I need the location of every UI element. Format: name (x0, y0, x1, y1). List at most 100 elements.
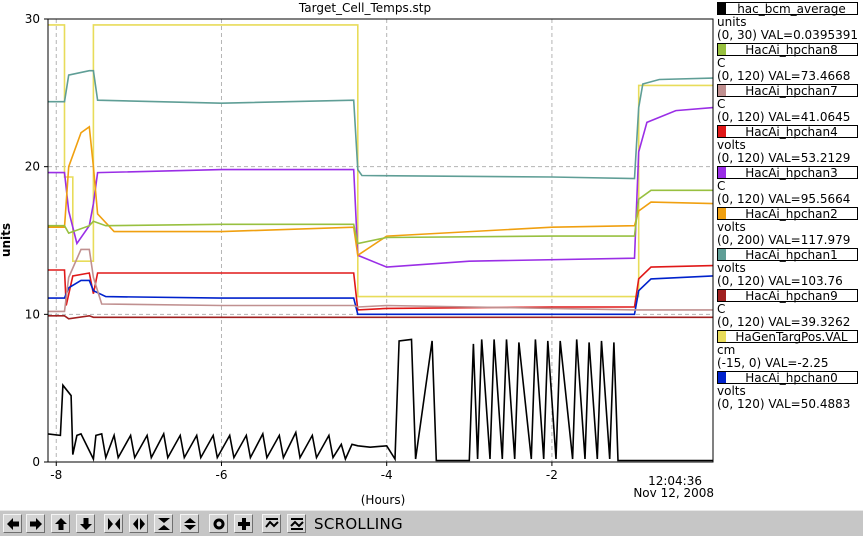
x-tick-label: -4 (381, 468, 393, 482)
scroll-left-button[interactable] (3, 514, 22, 533)
legend-unit: C (717, 56, 726, 70)
legend-color-swatch (718, 85, 726, 96)
timestamp-date: Nov 12, 2008 (633, 486, 714, 500)
arrow-right-icon (30, 518, 42, 530)
legend-value: (0, 120) VAL=39.3262 (717, 315, 851, 329)
series-line-hac-bcm-average (47, 338, 713, 462)
legend-series-name: HacAi_hpchan8 (745, 43, 838, 57)
series-line-hagentargpos-val (48, 24, 713, 298)
legend-series-name: HacAi_hpchan1 (745, 248, 838, 262)
scroll-status: SCROLLING (314, 515, 403, 533)
reset-button[interactable] (209, 514, 228, 533)
scroll-resume-icon (265, 518, 279, 528)
x-tick-label: -8 (50, 468, 62, 482)
legend-series-name: HacAi_hpchan9 (745, 289, 838, 303)
legend-color-swatch (718, 167, 726, 178)
legend-series-name: HacAi_hpchan2 (745, 207, 838, 221)
legend-value: (-15, 0) VAL=-2.25 (717, 356, 829, 370)
y-tick-label: 20 (25, 160, 40, 174)
legend-unit: volts (717, 261, 746, 275)
legend-series-name: HacAi_hpchan4 (745, 125, 838, 139)
legend-unit: volts (717, 384, 746, 398)
legend-series-name: hac_bcm_average (737, 2, 846, 16)
zoom-in-y-icon (158, 518, 170, 530)
legend-unit: C (717, 179, 726, 193)
legend: hac_bcm_average units (0, 30) VAL=0.039539… (716, 0, 863, 510)
legend-name-box[interactable]: HacAi_hpchan9 (717, 289, 858, 303)
legend-series-name: HaGenTargPos.VAL (735, 330, 848, 344)
legend-unit: C (717, 302, 726, 316)
legend-color-swatch (718, 331, 726, 342)
zoom-in-x-icon (108, 518, 120, 530)
legend-name-box[interactable]: HacAi_hpchan8 (717, 43, 858, 57)
legend-name-box[interactable]: hac_bcm_average (717, 2, 858, 16)
legend-value: (0, 120) VAL=53.2129 (717, 151, 851, 165)
legend-series-name: HacAi_hpchan7 (745, 84, 838, 98)
legend-unit: cm (717, 343, 736, 357)
add-button[interactable] (234, 514, 253, 533)
arrow-left-icon (7, 518, 19, 530)
series-line-hacai-hpchan0 (48, 275, 714, 316)
x-axis-label: (Hours) (361, 493, 406, 507)
legend-color-swatch (718, 44, 726, 55)
legend-unit: volts (717, 138, 746, 152)
y-tick-label: 10 (25, 307, 40, 321)
pause-scroll-button[interactable] (287, 514, 306, 533)
circle-icon (213, 518, 225, 530)
legend-color-swatch (718, 290, 726, 301)
plus-icon (238, 518, 250, 530)
series-line-hacai-hpchan1 (48, 248, 713, 313)
x-tick-label: -2 (546, 468, 558, 482)
legend-value: (0, 120) VAL=95.5664 (717, 192, 851, 206)
strip-chart[interactable]: Target_Cell_Temps.stp units (Hours) 12:0… (0, 0, 716, 510)
legend-name-box[interactable]: HacAi_hpchan2 (717, 207, 858, 221)
legend-value: (0, 120) VAL=73.4668 (717, 69, 851, 83)
scroll-up-button[interactable] (51, 514, 70, 533)
series-lines (47, 24, 714, 462)
plot-frame (47, 18, 714, 463)
legend-name-box[interactable]: HacAi_hpchan1 (717, 248, 858, 262)
legend-series-name: HacAi_hpchan0 (745, 371, 838, 385)
series-line-hacai-hpchan4 (48, 264, 714, 311)
legend-name-box[interactable]: HacAi_hpchan7 (717, 84, 858, 98)
legend-value: (0, 200) VAL=117.979 (717, 233, 851, 247)
chart-title: Target_Cell_Temps.stp (298, 1, 431, 15)
arrow-up-icon (55, 518, 67, 530)
x-tick-label: -6 (215, 468, 227, 482)
legend-unit: volts (717, 220, 746, 234)
legend-name-box[interactable]: HaGenTargPos.VAL (717, 330, 858, 344)
zoom-out-x-icon (133, 518, 145, 530)
legend-value: (0, 120) VAL=103.76 (717, 274, 843, 288)
toolbar: SCROLLING (0, 510, 863, 536)
scroll-pause-icon (290, 518, 304, 530)
legend-unit: units (717, 15, 747, 29)
ticks: 0 10 20 30 -8 -6 -4 -2 (25, 12, 558, 482)
legend-name-box[interactable]: HacAi_hpchan3 (717, 166, 858, 180)
legend-color-swatch (718, 372, 726, 383)
y-tick-label: 30 (25, 12, 40, 26)
legend-color-swatch (718, 208, 726, 219)
series-line-hacai-hpchan8 (48, 69, 714, 180)
series-line-hacai-hpchan3 (48, 106, 714, 268)
scroll-down-button[interactable] (76, 514, 95, 533)
legend-color-swatch (718, 3, 726, 14)
legend-name-box[interactable]: HacAi_hpchan4 (717, 125, 858, 139)
zoom-in-y-button[interactable] (154, 514, 173, 533)
legend-color-swatch (718, 249, 726, 260)
timestamp-time: 12:04:36 (648, 474, 702, 488)
arrow-down-icon (80, 518, 92, 530)
scroll-right-button[interactable] (26, 514, 45, 533)
resume-scroll-button[interactable] (262, 514, 281, 533)
zoom-out-y-icon (184, 518, 196, 530)
zoom-out-x-button[interactable] (129, 514, 148, 533)
legend-color-swatch (718, 126, 726, 137)
legend-name-box[interactable]: HacAi_hpchan0 (717, 371, 858, 385)
zoom-in-x-button[interactable] (104, 514, 123, 533)
series-line-hacai-hpchan7 (48, 189, 713, 245)
legend-value: (0, 120) VAL=41.0645 (717, 110, 851, 124)
legend-unit: C (717, 97, 726, 111)
legend-value: (0, 120) VAL=50.4883 (717, 397, 851, 411)
legend-value: (0, 30) VAL=0.0395391 (717, 28, 858, 42)
y-tick-label: 0 (32, 455, 40, 469)
zoom-out-y-button[interactable] (180, 514, 199, 533)
